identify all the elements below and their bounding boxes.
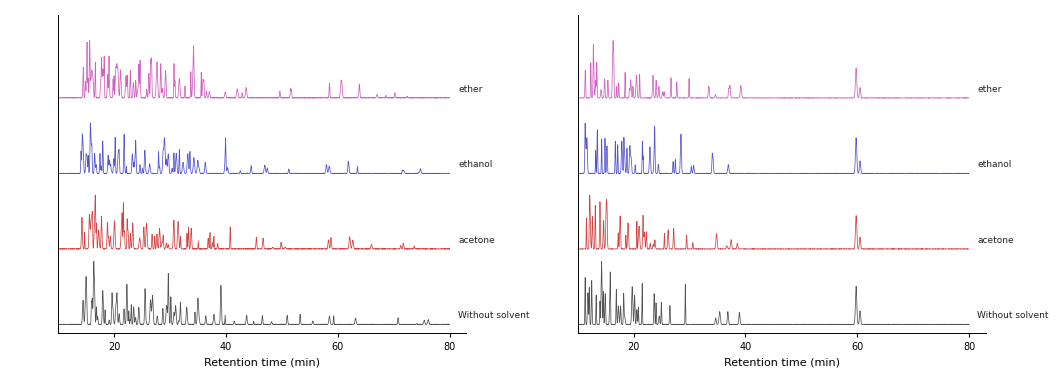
Text: Without solvent: Without solvent bbox=[977, 311, 1049, 321]
Text: acetone: acetone bbox=[977, 236, 1014, 245]
Text: ethanol: ethanol bbox=[458, 160, 493, 169]
Text: ether: ether bbox=[458, 85, 482, 94]
Text: acetone: acetone bbox=[458, 236, 495, 245]
X-axis label: Retention time (min): Retention time (min) bbox=[205, 358, 320, 368]
Text: ethanol: ethanol bbox=[977, 160, 1012, 169]
Text: ether: ether bbox=[977, 85, 1002, 94]
Text: Without solvent: Without solvent bbox=[458, 311, 530, 321]
X-axis label: Retention time (min): Retention time (min) bbox=[724, 358, 840, 368]
